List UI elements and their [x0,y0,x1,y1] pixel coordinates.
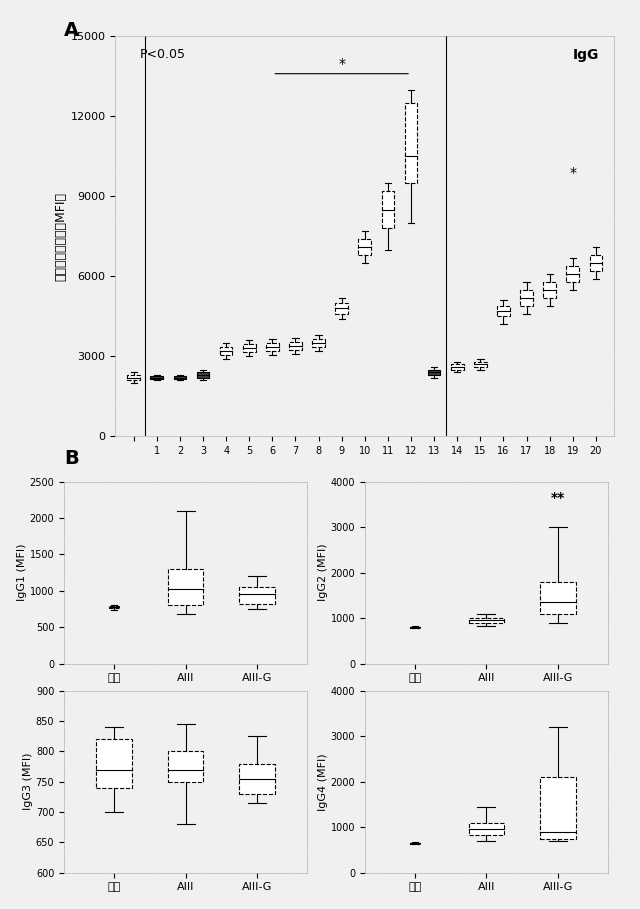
FancyBboxPatch shape [150,376,163,379]
Text: IgG: IgG [573,48,600,63]
FancyBboxPatch shape [404,103,417,183]
FancyBboxPatch shape [468,618,504,623]
FancyBboxPatch shape [127,375,140,380]
Text: **: ** [551,491,565,504]
Text: P<0.05: P<0.05 [140,48,186,62]
FancyBboxPatch shape [173,376,186,379]
FancyBboxPatch shape [543,282,556,297]
Text: AIII: AIII [286,490,305,503]
Text: *: * [338,57,345,71]
FancyBboxPatch shape [220,347,232,355]
FancyBboxPatch shape [196,373,209,377]
FancyBboxPatch shape [266,343,278,351]
Y-axis label: 中央値蛍光強度（MFI）: 中央値蛍光強度（MFI） [54,192,68,281]
FancyBboxPatch shape [289,342,302,350]
FancyBboxPatch shape [168,752,204,782]
FancyBboxPatch shape [239,764,275,794]
Y-axis label: IgG2 (MFI): IgG2 (MFI) [317,544,328,602]
Y-axis label: IgG4 (MFI): IgG4 (MFI) [317,753,328,811]
FancyBboxPatch shape [358,239,371,255]
FancyBboxPatch shape [474,362,486,367]
Y-axis label: IgG1 (MFI): IgG1 (MFI) [17,544,27,602]
FancyBboxPatch shape [451,365,463,370]
FancyBboxPatch shape [566,265,579,282]
FancyBboxPatch shape [540,582,576,614]
FancyBboxPatch shape [168,569,204,605]
FancyBboxPatch shape [520,290,533,305]
FancyBboxPatch shape [540,777,576,838]
FancyBboxPatch shape [239,587,275,604]
Text: 対照: 対照 [120,490,133,500]
FancyBboxPatch shape [96,739,132,788]
Y-axis label: IgG3 (MFI): IgG3 (MFI) [23,753,33,811]
FancyBboxPatch shape [243,345,255,353]
FancyBboxPatch shape [428,370,440,375]
Text: A: A [64,21,79,40]
FancyBboxPatch shape [468,823,504,835]
Text: *: * [570,166,576,180]
Text: AIII-G: AIII-G [521,490,555,503]
FancyBboxPatch shape [497,305,510,316]
FancyBboxPatch shape [109,606,120,608]
FancyBboxPatch shape [335,303,348,314]
FancyBboxPatch shape [312,339,325,347]
FancyBboxPatch shape [381,191,394,228]
Text: B: B [64,448,79,467]
FancyBboxPatch shape [589,255,602,271]
